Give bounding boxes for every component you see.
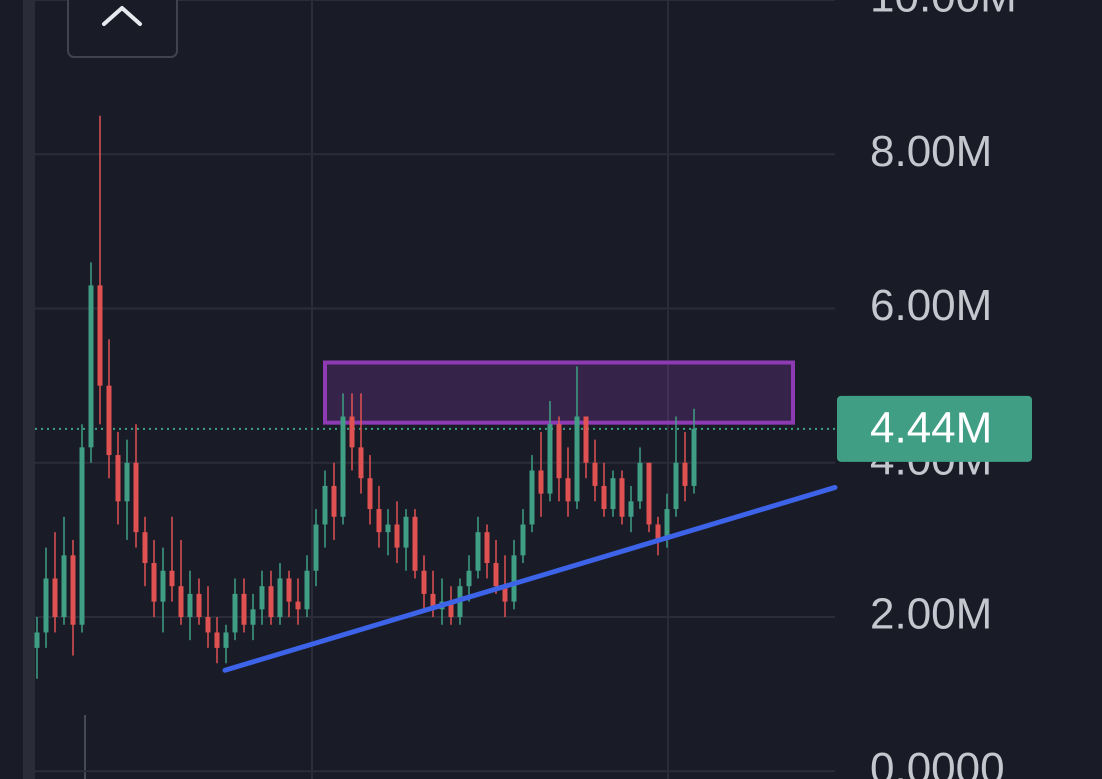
candle-body: [475, 532, 481, 571]
candle-body: [160, 570, 166, 602]
candle-body: [187, 593, 193, 618]
candle-body: [106, 385, 112, 456]
candle-body: [583, 416, 589, 463]
candle-body: [331, 485, 337, 517]
candle-body: [637, 462, 643, 502]
candle-body: [448, 601, 454, 618]
candle-body: [223, 632, 229, 648]
candle-body: [349, 416, 355, 448]
candle-body: [466, 570, 472, 587]
candle-body: [610, 478, 616, 510]
candle-body: [322, 485, 328, 525]
y-tick-label: 0.0000: [870, 744, 1005, 779]
candle-body: [169, 570, 175, 587]
candle-body: [574, 416, 580, 502]
candle-body: [493, 563, 499, 587]
candle-body: [142, 532, 148, 564]
candle-body: [412, 516, 418, 571]
candle-body: [394, 524, 400, 548]
trendline: [222, 484, 838, 673]
candle-body: [385, 524, 391, 533]
candle-body: [601, 485, 607, 510]
candle-body: [529, 470, 535, 525]
candle-body: [124, 462, 130, 502]
candle-body: [70, 555, 76, 625]
candle-body: [538, 470, 544, 494]
price-badge-label: 4.44M: [870, 403, 992, 452]
candle-body: [376, 509, 382, 533]
zone-box: [323, 360, 795, 425]
candle-body: [511, 555, 517, 602]
candle-body: [295, 601, 301, 610]
candle-body: [43, 578, 49, 633]
candle-body: [520, 524, 526, 556]
candle-body: [358, 447, 364, 479]
candle-body: [61, 555, 67, 618]
y-tick-label: 6.00M: [870, 281, 992, 330]
candle-body: [277, 578, 283, 618]
candle-body: [241, 593, 247, 625]
candle-body: [430, 593, 436, 610]
candle-body: [196, 593, 202, 618]
candle-body: [52, 578, 58, 618]
candle-body: [178, 586, 184, 618]
candle-body: [268, 586, 274, 618]
candle-body: [133, 462, 139, 533]
candle-body: [556, 424, 562, 479]
candle-body: [646, 462, 652, 525]
candle-body: [313, 524, 319, 571]
candle-body: [547, 424, 553, 494]
candle-body: [655, 524, 661, 540]
button-frame[interactable]: [67, 0, 178, 58]
y-tick-label: 10.00M: [870, 0, 1017, 22]
price-badge: [837, 395, 1032, 462]
candle-body: [403, 516, 409, 548]
candle-body: [34, 632, 40, 648]
candle-body: [97, 285, 103, 386]
candle-body: [682, 462, 688, 486]
candle-body: [214, 632, 220, 648]
candle-body: [250, 609, 256, 625]
collapse-button[interactable]: [67, 0, 178, 58]
candle-body: [628, 501, 634, 517]
candle-body: [259, 586, 265, 610]
candle-body: [592, 462, 598, 486]
candle-body: [421, 570, 427, 594]
candle-body: [115, 455, 121, 502]
candle-body: [484, 532, 490, 564]
candle-body: [502, 586, 508, 602]
y-tick-label: 8.00M: [870, 127, 992, 176]
candle-body: [286, 578, 292, 602]
candle-body: [565, 478, 571, 502]
left-edge: [23, 0, 35, 779]
candle-body: [340, 416, 346, 517]
candle-body: [151, 563, 157, 602]
candle-body: [79, 447, 85, 625]
chevron-up-icon: [102, 6, 142, 26]
candle-body: [205, 617, 211, 633]
candle-body: [232, 593, 238, 633]
candle-body: [367, 478, 373, 510]
candle-body: [673, 462, 679, 510]
candle-body: [664, 509, 670, 540]
y-tick-label: 2.00M: [870, 590, 992, 639]
candle-body: [619, 478, 625, 517]
candle-body: [691, 428, 697, 486]
candle-body: [88, 285, 94, 448]
candle-body: [304, 570, 310, 610]
